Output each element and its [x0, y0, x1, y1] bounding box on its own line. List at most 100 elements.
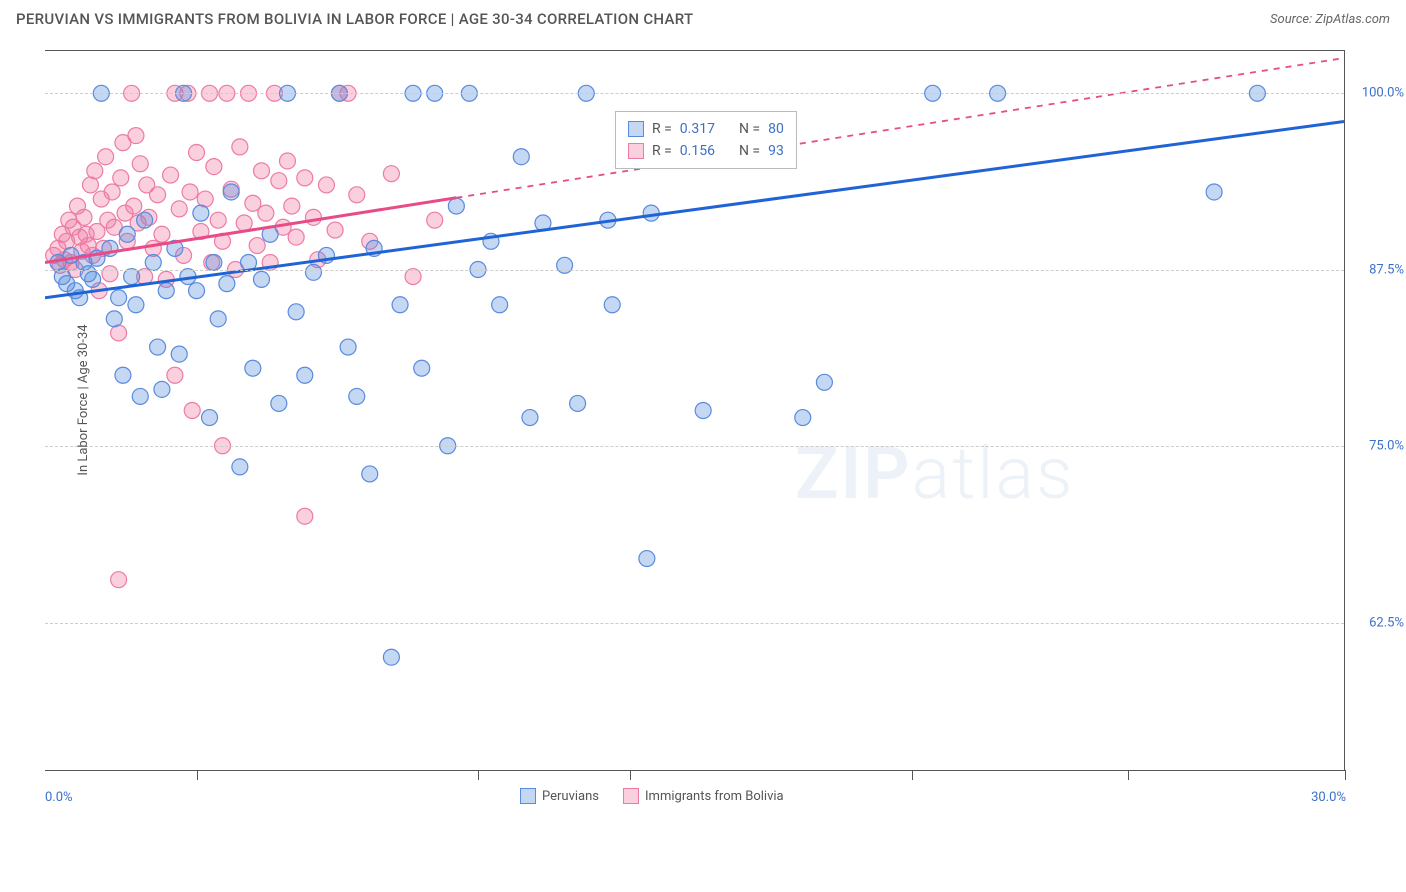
data-point [189, 145, 205, 161]
data-point [210, 311, 226, 327]
data-point [643, 205, 659, 221]
data-point [327, 222, 343, 238]
data-point [150, 187, 166, 203]
data-point [232, 139, 248, 155]
x-axis-max-label: 30.0% [1311, 790, 1346, 805]
data-point [171, 201, 187, 217]
data-point [128, 297, 144, 313]
x-axis-line [45, 770, 1345, 771]
data-point [349, 187, 365, 203]
data-point [254, 163, 270, 179]
data-point [167, 367, 183, 383]
data-point [448, 198, 464, 214]
data-point [145, 254, 161, 270]
data-point [115, 367, 131, 383]
data-point [258, 205, 274, 221]
data-point [492, 297, 508, 313]
data-point [271, 173, 287, 189]
data-point [254, 271, 270, 287]
data-point [570, 395, 586, 411]
data-point [405, 269, 421, 285]
r-value-bolivians: 0.156 [680, 140, 715, 162]
data-point [154, 381, 170, 397]
data-point [113, 170, 129, 186]
data-point [297, 367, 313, 383]
data-point [362, 466, 378, 482]
chart-title: PERUVIAN VS IMMIGRANTS FROM BOLIVIA IN L… [16, 10, 693, 28]
data-point [137, 212, 153, 228]
data-point [383, 166, 399, 182]
data-point [245, 360, 261, 376]
data-point [414, 360, 430, 376]
data-point [132, 156, 148, 172]
data-point [150, 339, 166, 355]
data-point [197, 191, 213, 207]
data-point [189, 283, 205, 299]
legend-label-bolivians: Immigrants from Bolivia [645, 789, 784, 804]
source-attribution: Source: ZipAtlas.com [1270, 12, 1390, 27]
data-point [219, 276, 235, 292]
data-point [202, 410, 218, 426]
data-point [193, 205, 209, 221]
data-point [427, 212, 443, 228]
data-point [124, 269, 140, 285]
y-tick-label: 75.0% [1369, 439, 1404, 454]
data-point [305, 264, 321, 280]
data-point [297, 508, 313, 524]
data-point [154, 226, 170, 242]
swatch-peruvians-2 [520, 788, 536, 804]
data-point [236, 215, 252, 231]
data-point [171, 346, 187, 362]
y-axis-label: In Labor Force | Age 30-34 [76, 324, 91, 475]
n-value-bolivians: 93 [768, 140, 784, 162]
data-point [279, 153, 295, 169]
data-point [513, 149, 529, 165]
data-point [119, 226, 135, 242]
correlation-legend: R = 0.317 N = 80 R = 0.156 N = 93 [615, 111, 797, 169]
y-tick-label: 87.5% [1369, 262, 1404, 277]
x-axis-min-label: 0.0% [45, 790, 73, 805]
data-point [288, 229, 304, 245]
swatch-bolivians-2 [623, 788, 639, 804]
data-point [340, 339, 356, 355]
data-point [232, 459, 248, 475]
data-point [795, 410, 811, 426]
data-point [182, 184, 198, 200]
data-point [126, 198, 142, 214]
legend-label-peruvians: Peruvians [542, 789, 599, 804]
swatch-peruvians [628, 121, 644, 137]
data-point [111, 572, 127, 588]
data-point [206, 254, 222, 270]
data-point [816, 374, 832, 390]
data-point [82, 177, 98, 193]
legend-row-bolivians: R = 0.156 N = 93 [628, 140, 784, 162]
data-point [206, 159, 222, 175]
data-point [132, 388, 148, 404]
data-point [102, 266, 118, 282]
legend-row-peruvians: R = 0.317 N = 80 [628, 118, 784, 140]
y-tick-label: 62.5% [1369, 615, 1404, 630]
data-point [87, 163, 103, 179]
data-point [695, 403, 711, 419]
trend-line-dashed [456, 58, 1344, 198]
data-point [284, 198, 300, 214]
data-point [318, 177, 334, 193]
legend-item-bolivians: Immigrants from Bolivia [623, 788, 784, 804]
r-value-peruvians: 0.317 [680, 118, 715, 140]
data-point [98, 149, 114, 165]
data-point [163, 167, 179, 183]
data-point [522, 410, 538, 426]
data-point [557, 257, 573, 273]
data-point [128, 128, 144, 144]
data-point [392, 297, 408, 313]
data-point [223, 184, 239, 200]
data-point [76, 209, 92, 225]
data-point [158, 283, 174, 299]
data-point [106, 311, 122, 327]
data-point [104, 184, 120, 200]
data-point [639, 551, 655, 567]
data-point [1206, 184, 1222, 200]
data-point [297, 170, 313, 186]
data-point [288, 304, 304, 320]
swatch-bolivians [628, 143, 644, 159]
